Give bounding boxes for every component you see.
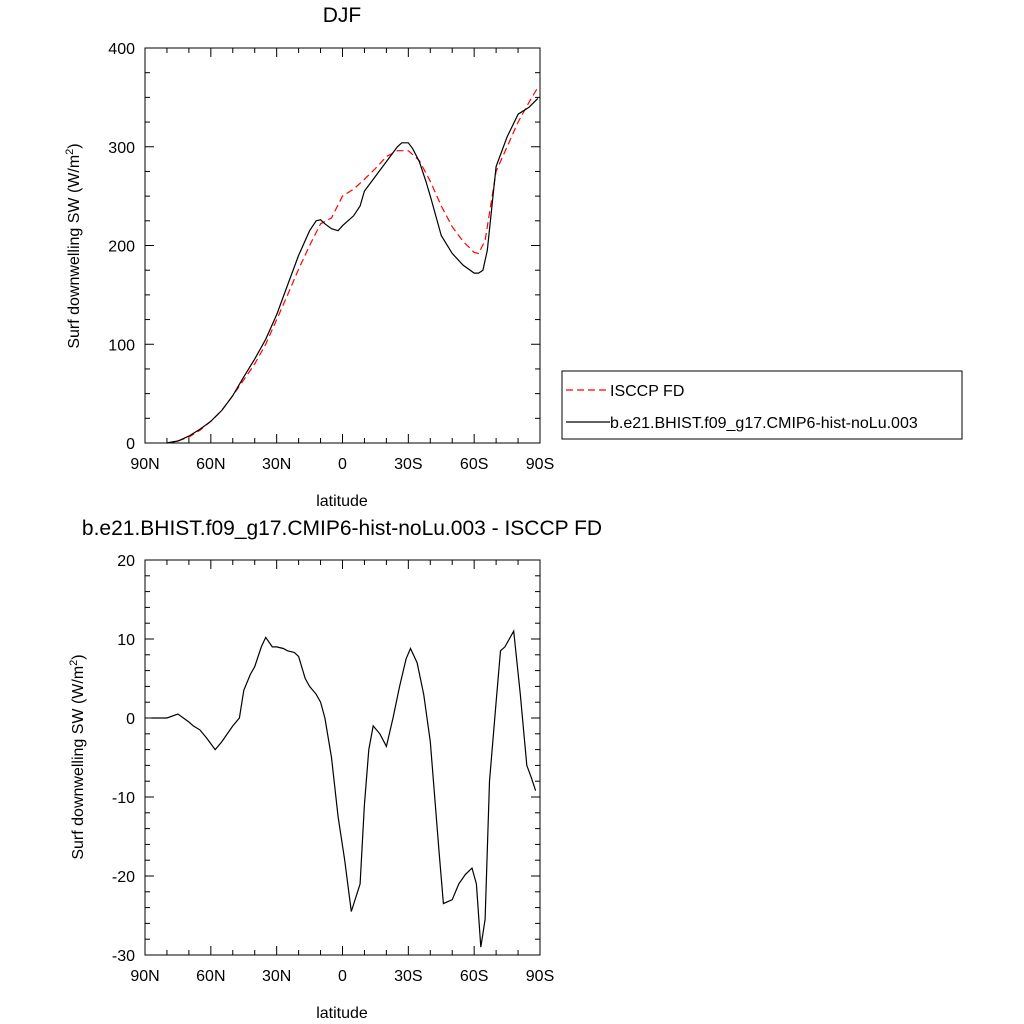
x-tick-label: 90N xyxy=(130,456,159,473)
y-tick-label: -20 xyxy=(112,869,135,886)
chart-bottom-ylabel: Surf downwelling SW (W/m2) xyxy=(68,654,87,859)
x-tick-label: 90N xyxy=(130,968,159,985)
chart-bottom-xlabel: latitude xyxy=(316,1005,368,1022)
x-tick-label: 90S xyxy=(526,968,554,985)
chart-top-ylabel: Surf downwelling SW (W/m2) xyxy=(64,143,83,348)
chart-top-xlabel: latitude xyxy=(316,493,368,510)
chart-top: DJF 90N 60N 30N 0 30S 60S 90S 0 100 200 300 400 lat… xyxy=(64,4,963,510)
x-tick-label: 60N xyxy=(196,968,225,985)
y-tick-label: 0 xyxy=(126,436,135,453)
x-tick-label: 60S xyxy=(460,456,488,473)
plot-frame xyxy=(144,559,541,956)
y-tick-label: 400 xyxy=(108,41,135,58)
series-line-bottom-0 xyxy=(151,629,537,948)
x-tick-label: 0 xyxy=(338,968,347,985)
y-tick-label: 100 xyxy=(108,337,135,354)
y-tick-label: 10 xyxy=(117,632,135,649)
chart-top-legend: ISCCP FD b.e21.BHIST.f09_g17.CMIP6-hist-… xyxy=(561,370,963,440)
chart-bottom-title: b.e21.BHIST.f09_g17.CMIP6-hist-noLu.003 … xyxy=(82,517,602,540)
x-tick-label: 30S xyxy=(394,456,422,473)
x-tick-label: 60N xyxy=(196,456,225,473)
plot-frame xyxy=(144,47,541,444)
y-tick-label: 300 xyxy=(108,140,135,157)
x-tick-label: 30N xyxy=(262,968,291,985)
legend-box xyxy=(561,370,963,440)
x-tick-label: 60S xyxy=(460,968,488,985)
legend-label-isccp: ISCCP FD xyxy=(610,383,684,400)
chart-bottom: b.e21.BHIST.f09_g17.CMIP6-hist-noLu.003 … xyxy=(68,517,602,1022)
legend-label-model: b.e21.BHIST.f09_g17.CMIP6-hist-noLu.003 xyxy=(610,415,918,432)
y-tick-label: 200 xyxy=(108,239,135,256)
x-tick-label: 0 xyxy=(338,456,347,473)
x-tick-label: 30S xyxy=(394,968,422,985)
y-tick-label: -30 xyxy=(112,948,135,965)
chart-top-plot-area: 90N 60N 30N 0 30S 60S 90S 0 100 200 300 400 xyxy=(108,41,554,473)
series-line-top-1 xyxy=(166,97,539,444)
x-tick-label: 30N xyxy=(262,456,291,473)
y-tick-label: 20 xyxy=(117,553,135,570)
chart-top-title: DJF xyxy=(323,4,362,27)
y-tick-label: -10 xyxy=(112,790,135,807)
series-line-top-0 xyxy=(166,87,539,444)
x-tick-label: 90S xyxy=(526,456,554,473)
y-tick-label: 0 xyxy=(126,711,135,728)
chart-bottom-plot-area: 90N 60N 30N 0 30S 60S 90S -30 -20 -10 0 10 20 xyxy=(112,553,554,985)
